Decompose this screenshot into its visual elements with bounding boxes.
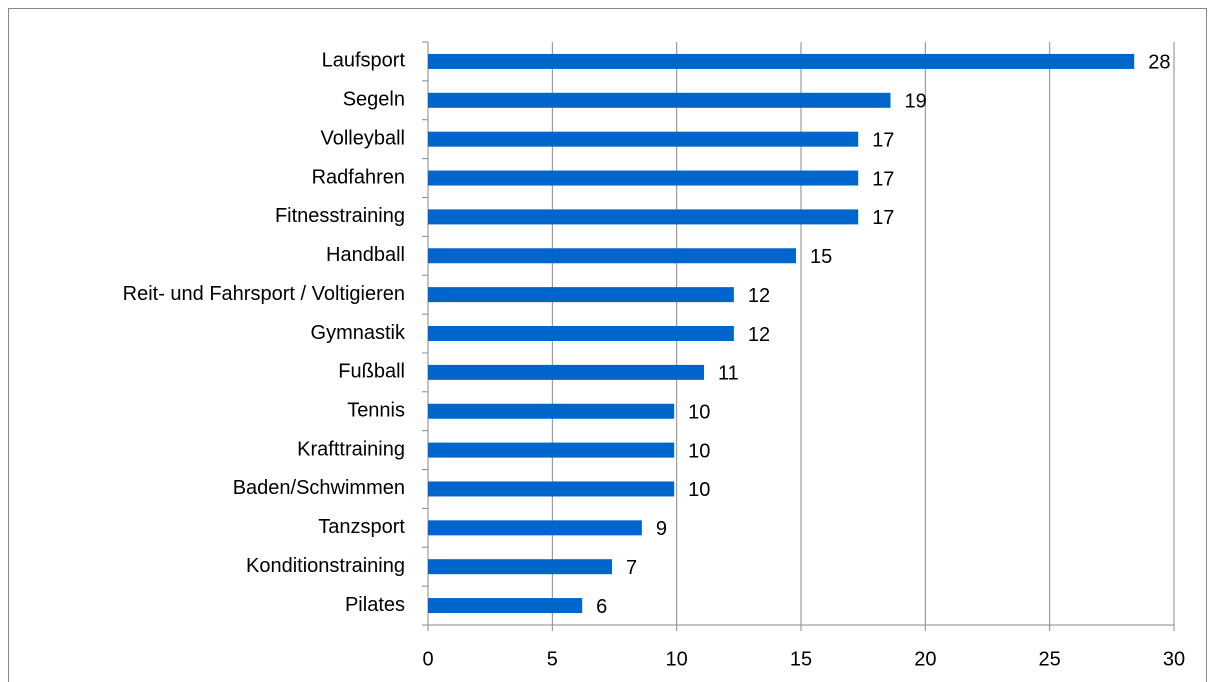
x-tick-label: 15 bbox=[790, 648, 812, 670]
data-label: 19 bbox=[905, 91, 927, 113]
bar bbox=[428, 481, 675, 497]
bar bbox=[428, 403, 675, 419]
bar bbox=[428, 92, 891, 108]
x-tick-label: 10 bbox=[666, 648, 688, 670]
y-tick-label: Laufsport bbox=[322, 50, 406, 72]
y-tick-label: Radfahren bbox=[312, 166, 405, 188]
bar bbox=[428, 209, 859, 225]
y-tick-label: Volleyball bbox=[320, 127, 405, 149]
data-label: 15 bbox=[810, 246, 832, 268]
data-label: 7 bbox=[626, 557, 637, 579]
data-label: 17 bbox=[872, 168, 894, 190]
bar bbox=[428, 131, 859, 147]
x-tick-label: 0 bbox=[422, 648, 433, 670]
bar bbox=[428, 170, 859, 186]
y-tick-label: Reit- und Fahrsport / Voltigieren bbox=[123, 283, 405, 305]
y-tick-label: Pilates bbox=[345, 594, 405, 616]
data-label: 12 bbox=[748, 285, 770, 307]
y-tick-label: Krafttraining bbox=[297, 438, 405, 460]
x-tick-label: 30 bbox=[1163, 648, 1185, 670]
data-label: 10 bbox=[688, 440, 710, 462]
bar bbox=[428, 520, 642, 536]
y-tick-label: Baden/Schwimmen bbox=[233, 477, 405, 499]
data-label: 17 bbox=[872, 129, 894, 151]
data-label: 11 bbox=[718, 363, 739, 385]
data-label: 6 bbox=[596, 596, 607, 618]
y-tick-label: Handball bbox=[326, 244, 405, 266]
y-tick-label: Tennis bbox=[347, 400, 405, 422]
bar bbox=[428, 248, 797, 264]
y-tick-label: Segeln bbox=[343, 89, 405, 111]
data-label: 9 bbox=[656, 518, 667, 540]
y-tick-label: Konditionstraining bbox=[246, 555, 405, 577]
data-label: 10 bbox=[688, 479, 710, 501]
bar bbox=[428, 53, 1135, 69]
bar bbox=[428, 287, 734, 303]
y-tick-label: Gymnastik bbox=[311, 322, 406, 344]
y-tick-label: Tanzsport bbox=[318, 516, 405, 538]
bar bbox=[428, 326, 734, 341]
y-tick-label: Fitnesstraining bbox=[275, 205, 405, 227]
data-label: 17 bbox=[872, 207, 894, 229]
x-tick-label: 5 bbox=[547, 648, 558, 670]
bar bbox=[428, 559, 613, 575]
data-label: 28 bbox=[1148, 52, 1170, 74]
bar bbox=[428, 442, 675, 458]
bar bbox=[428, 364, 705, 380]
x-tick-label: 20 bbox=[914, 648, 936, 670]
data-label: 10 bbox=[688, 402, 710, 424]
x-tick-label: 25 bbox=[1039, 648, 1061, 670]
bar bbox=[428, 598, 583, 614]
data-label: 12 bbox=[748, 324, 770, 346]
y-tick-label: Fußball bbox=[338, 361, 405, 383]
chart-frame bbox=[8, 8, 1207, 682]
